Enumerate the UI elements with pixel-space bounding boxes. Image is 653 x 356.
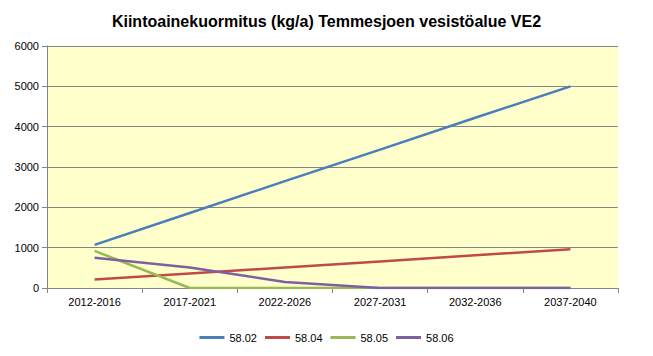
svg-text:2022-2026: 2022-2026 bbox=[259, 296, 312, 308]
svg-text:58.02: 58.02 bbox=[229, 332, 257, 344]
svg-text:58.06: 58.06 bbox=[426, 332, 454, 344]
svg-text:2000: 2000 bbox=[15, 201, 39, 213]
svg-text:4000: 4000 bbox=[15, 121, 39, 133]
svg-text:1000: 1000 bbox=[15, 242, 39, 254]
svg-text:2017-2021: 2017-2021 bbox=[163, 296, 216, 308]
svg-text:5000: 5000 bbox=[15, 80, 39, 92]
svg-text:2027-2031: 2027-2031 bbox=[354, 296, 407, 308]
svg-text:2037-2040: 2037-2040 bbox=[544, 296, 597, 308]
svg-text:3000: 3000 bbox=[15, 161, 39, 173]
svg-text:6000: 6000 bbox=[15, 40, 39, 52]
svg-text:Kiintoainekuormitus (kg/a) Tem: Kiintoainekuormitus (kg/a) Temmesjoen ve… bbox=[112, 13, 541, 30]
svg-text:2032-2036: 2032-2036 bbox=[449, 296, 502, 308]
svg-text:0: 0 bbox=[33, 282, 39, 294]
svg-text:2012-2016: 2012-2016 bbox=[68, 296, 121, 308]
svg-text:58.05: 58.05 bbox=[361, 332, 389, 344]
svg-text:58.04: 58.04 bbox=[295, 332, 323, 344]
